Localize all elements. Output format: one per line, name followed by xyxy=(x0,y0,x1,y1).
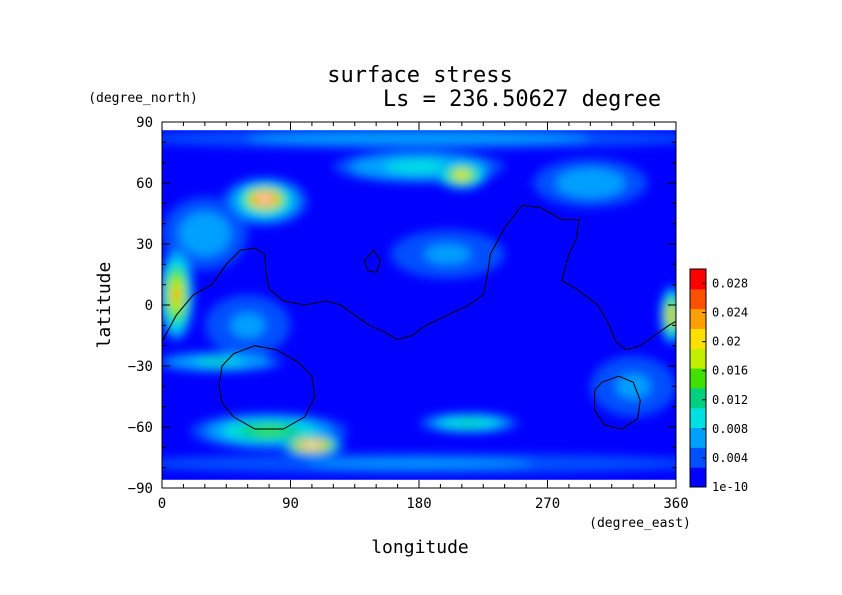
stress-level-patch xyxy=(578,178,602,188)
colorbar-segment xyxy=(690,368,706,389)
colorbar-segment xyxy=(690,269,706,290)
colorbar: 1e-10 0.004 0.008 0.012 0.016 0.02 0.024 0.028 xyxy=(689,268,748,494)
colorbar-segment xyxy=(690,328,706,349)
y-tick-label: 60 xyxy=(136,176,153,192)
colorbar-segment xyxy=(690,288,706,310)
colorbar-segment xyxy=(690,387,706,409)
stress-level-patch xyxy=(401,163,437,170)
stress-level-patch xyxy=(206,359,232,364)
chart-subtitle: Ls = 236.50627 degree xyxy=(383,87,661,112)
x-axis-label: longitude xyxy=(371,537,469,558)
x-tick-label: 0 xyxy=(158,496,166,512)
east-basin-outline xyxy=(594,375,641,430)
stress-feature xyxy=(590,355,676,417)
stress-level-patch xyxy=(172,285,180,304)
colorbar-tick-label: 0.016 xyxy=(712,364,748,378)
x-tick-label: 270 xyxy=(535,496,560,512)
y-tick-label: 0 xyxy=(145,298,153,314)
stress-feature xyxy=(162,250,194,340)
stress-level-patch xyxy=(669,309,675,321)
stress-level-patch xyxy=(624,380,642,393)
x-axis-unit: (degree_east) xyxy=(589,516,691,531)
y-tick-label: −90 xyxy=(128,481,153,497)
y-axis-unit: (degree_north) xyxy=(88,91,198,106)
stress-feature xyxy=(162,197,248,271)
stress-level-patch xyxy=(456,172,467,178)
stress-feature xyxy=(660,286,676,344)
x-tick-label: 90 xyxy=(282,496,299,512)
stress-feature xyxy=(162,351,284,373)
colorbar-segment xyxy=(690,348,706,369)
stress-level-patch xyxy=(239,319,257,332)
lake-outline xyxy=(364,249,381,274)
south-basin-outline xyxy=(218,345,316,430)
colorbar-tick-label: 0.004 xyxy=(712,451,748,465)
y-tick-label: 90 xyxy=(136,115,153,131)
y-axis-label: latitude xyxy=(94,262,115,349)
axis-ticks xyxy=(161,121,677,489)
colorbar-tick-label: 0.012 xyxy=(712,393,748,407)
colorbar-tick-label: 1e-10 xyxy=(712,480,748,494)
colorbar-segment xyxy=(690,467,706,488)
stress-level-patch xyxy=(361,461,477,466)
coastline-contours xyxy=(162,204,676,430)
stress-features xyxy=(162,128,676,474)
y-tick-label: −30 xyxy=(128,359,153,375)
plot-area xyxy=(162,122,676,488)
stress-feature xyxy=(390,229,505,279)
colorbar-segment xyxy=(690,308,706,329)
colorbar-tick-label: 0.008 xyxy=(712,422,748,436)
x-tick-labels: 0 90 180 270 360 xyxy=(158,496,689,512)
y-tick-label: −60 xyxy=(128,420,153,436)
chart-title: surface stress xyxy=(327,63,512,88)
stress-feature xyxy=(436,160,488,190)
stress-feature xyxy=(162,453,676,474)
stress-level-patch xyxy=(259,196,270,203)
x-tick-label: 180 xyxy=(406,496,431,512)
stress-level-patch xyxy=(458,420,479,425)
x-tick-label: 360 xyxy=(663,496,688,512)
colorbar-frame xyxy=(689,268,707,488)
colorbar-segment xyxy=(690,447,706,468)
stress-level-patch xyxy=(361,136,477,141)
y-tick-label: 30 xyxy=(136,237,153,253)
stress-feature xyxy=(162,128,676,149)
y-tick-labels: 90 60 30 0 −30 −60 −90 xyxy=(128,115,153,497)
stress-field xyxy=(162,122,676,488)
continent-outline xyxy=(162,204,676,351)
stress-level-patch xyxy=(436,249,459,260)
stress-feature xyxy=(280,435,344,456)
colorbar-tick-label: 0.024 xyxy=(712,306,748,320)
stress-feature xyxy=(533,158,648,208)
colorbar-segment xyxy=(690,427,706,448)
colorbar-tick-label: 0.02 xyxy=(712,335,741,349)
colorbar-tick-label: 0.028 xyxy=(712,277,748,291)
stress-feature xyxy=(239,185,291,214)
stress-feature xyxy=(204,294,291,356)
stress-level-patch xyxy=(305,443,319,448)
colorbar-segment xyxy=(690,407,706,429)
stress-feature xyxy=(419,412,519,434)
stress-level-patch xyxy=(196,226,214,242)
